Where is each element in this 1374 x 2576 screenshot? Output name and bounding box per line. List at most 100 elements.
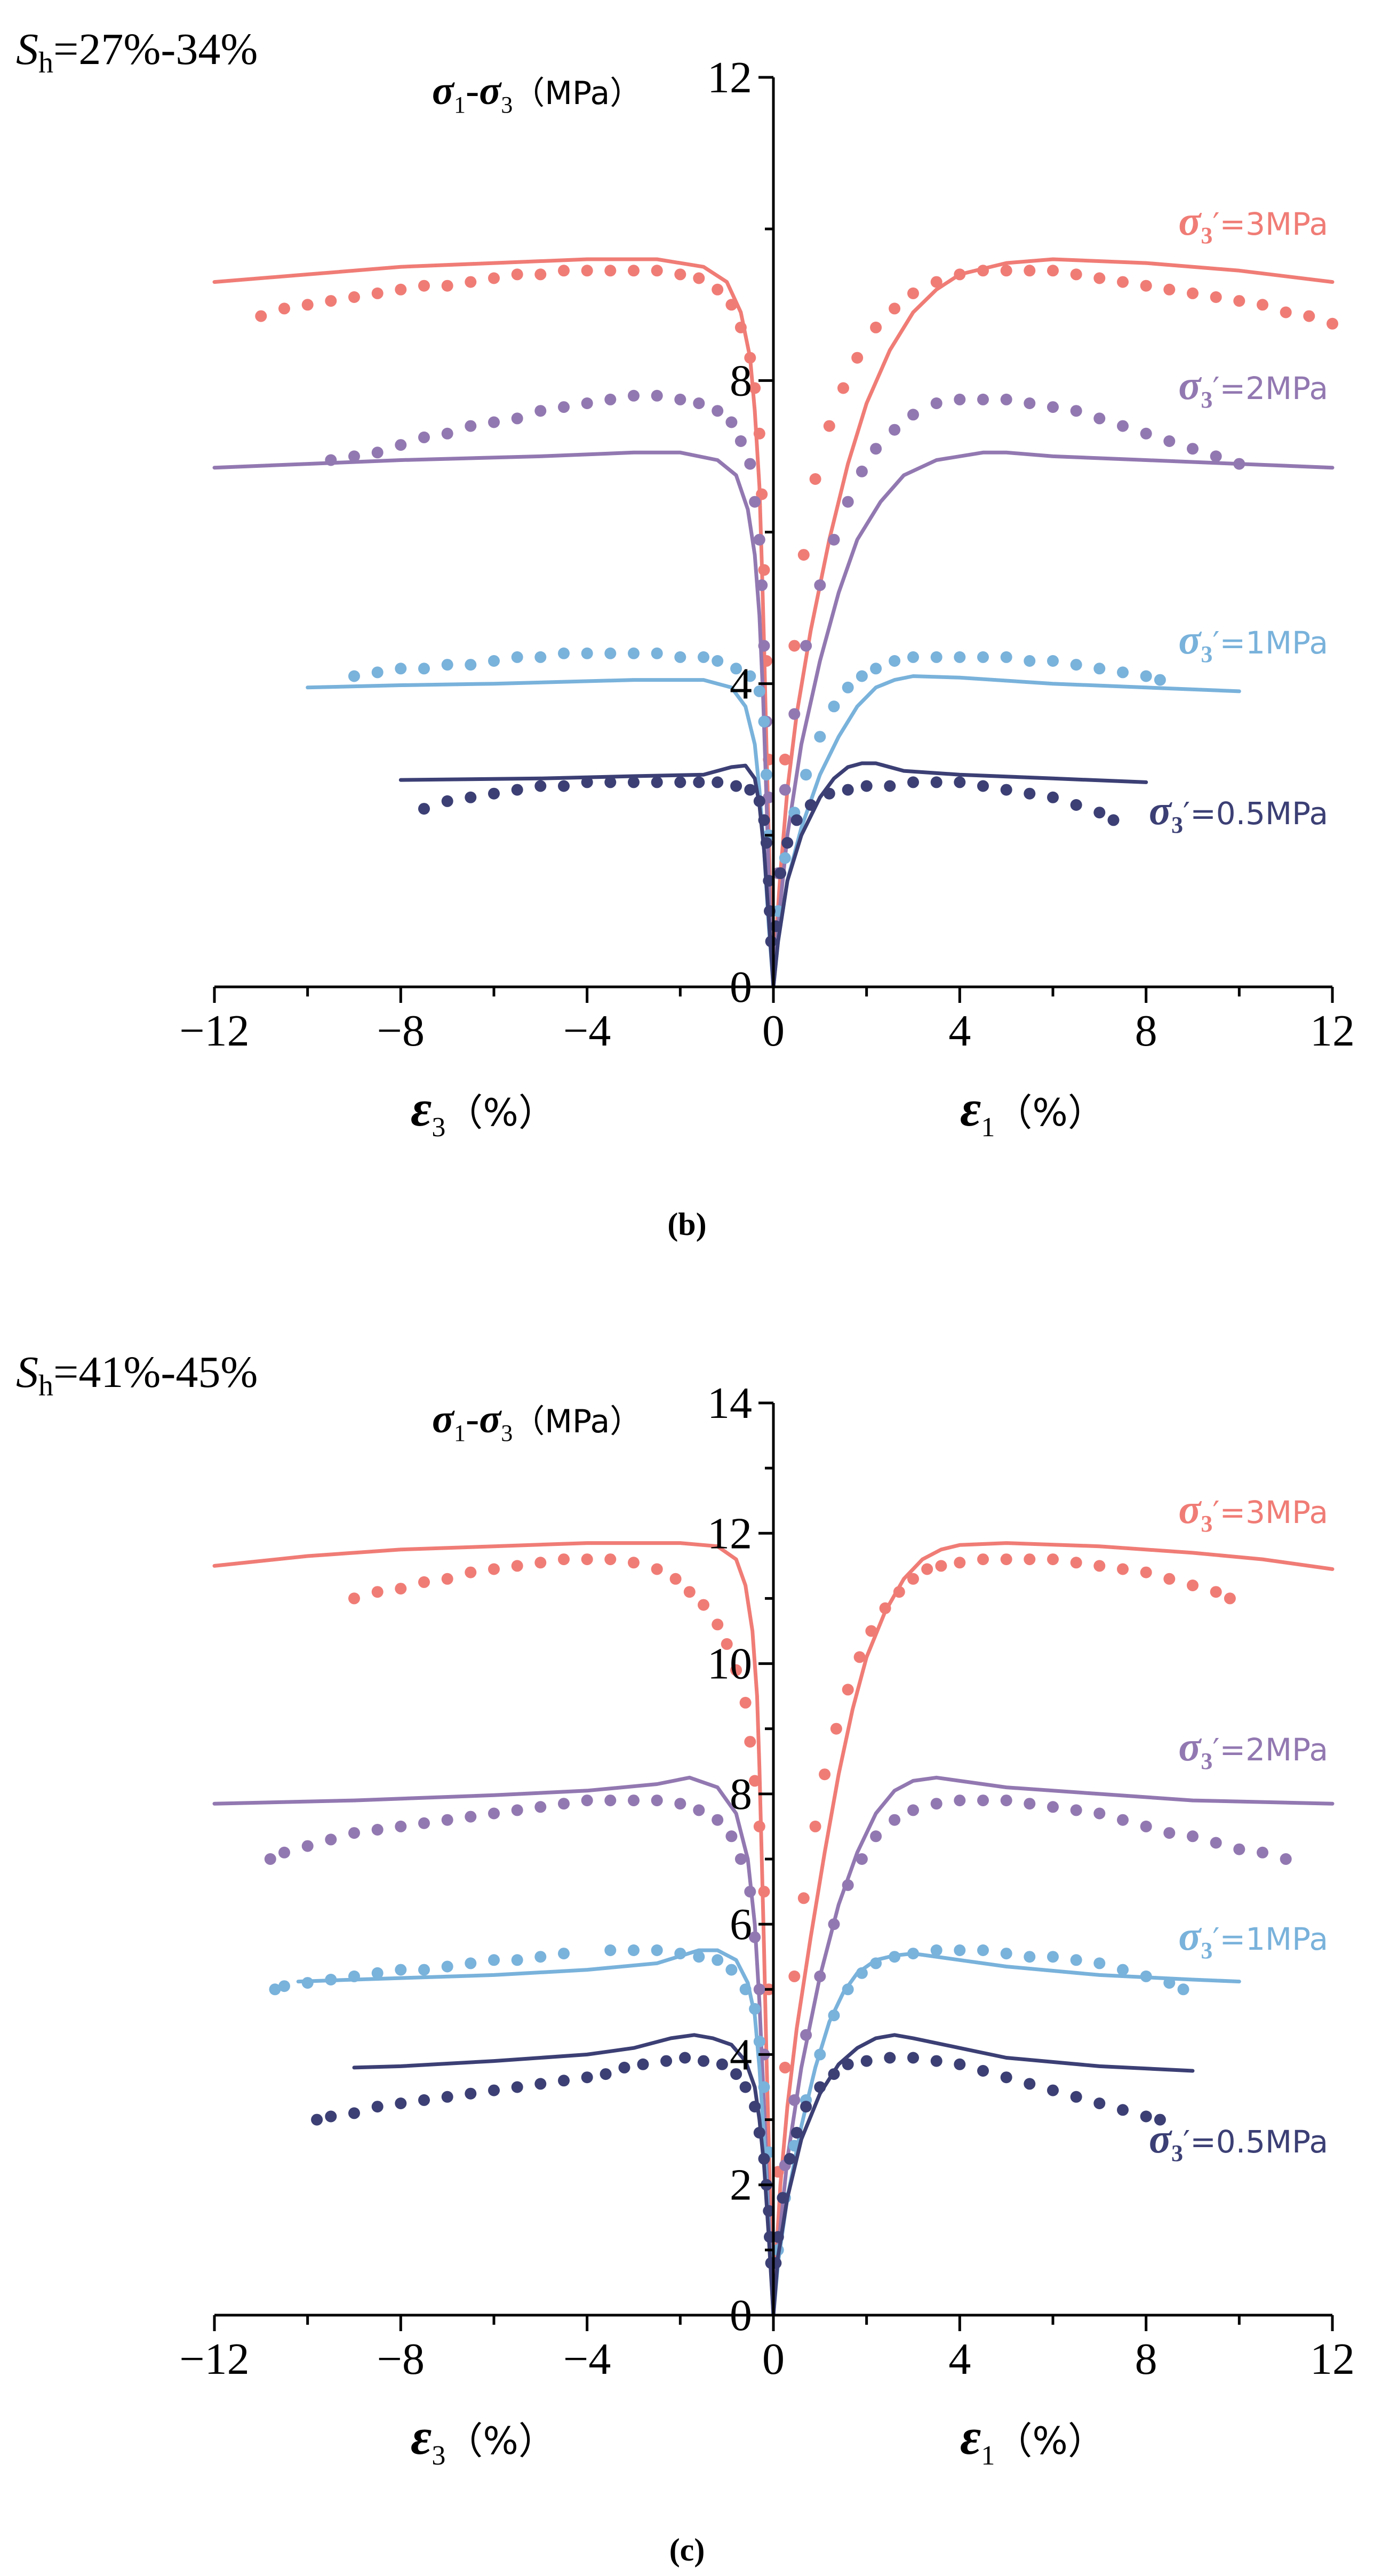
experimental-point [756,488,768,500]
experimental-point [797,1892,810,1904]
y-tick-label: 14 [707,1378,752,1428]
x-tick-label: 12 [1310,1006,1355,1056]
experimental-point [758,1886,770,1898]
experimental-point [511,1804,523,1816]
experimental-point [1224,1592,1236,1605]
experimental-point [600,2068,612,2080]
y-tick-label: 12 [707,1509,752,1558]
experimental-point [842,496,854,508]
experimental-point [712,655,724,667]
experimental-point [977,780,989,792]
experimental-point [790,814,803,826]
experimental-point [907,776,919,788]
experimental-point [1140,1566,1152,1578]
experimental-point [1000,2071,1012,2084]
experimental-point [907,1573,919,1585]
experimental-point [348,291,360,303]
experimental-point [930,397,942,409]
experimental-point [348,1827,360,1839]
experimental-point [725,1830,738,1843]
experimental-point [465,276,477,288]
experimental-point [758,2152,770,2165]
x-tick-label: −4 [563,1006,611,1056]
panel-caption: (b) [667,1207,706,1242]
experimental-point [674,776,686,788]
experimental-point [325,1833,337,1846]
experimental-point [534,405,547,417]
experimental-point [669,1573,682,1585]
series-label: σ3′=1MPa [1178,616,1328,667]
experimental-point [1210,1586,1222,1598]
experimental-point [488,787,500,800]
y-tick-label: 6 [730,1900,752,1949]
experimental-point [558,1798,570,1810]
experimental-point [693,272,705,284]
experimental-point [488,2084,500,2096]
experimental-point [651,389,663,402]
experimental-point [853,1651,866,1663]
y-tick-label: 12 [707,53,752,102]
experimental-point [804,799,817,811]
experimental-point [1210,291,1222,303]
experimental-point [753,533,765,546]
experimental-point [1280,306,1292,318]
experimental-point [1024,1951,1036,1963]
experimental-point [418,280,430,292]
simulation-curve-right [771,761,1148,989]
experimental-point [604,1795,617,1807]
experimental-point [534,651,547,663]
experimental-point [744,1736,756,1748]
experimental-point [1187,1830,1199,1843]
series-label: σ3′=2MPa [1178,1723,1328,1774]
experimental-point [777,2192,789,2204]
experimental-point [744,670,756,682]
experimental-point [779,852,791,864]
experimental-point [712,1954,724,1966]
experimental-point [581,1553,593,1566]
experimental-point [628,1944,640,1956]
experimental-point [760,769,772,781]
series-label: σ3′=1MPa [1178,1912,1328,1964]
experimental-point [842,681,854,693]
experimental-point [604,393,617,405]
experimental-point [558,1553,570,1566]
experimental-point [758,640,770,652]
experimental-point [441,280,453,292]
experimental-point [1000,393,1012,405]
experimental-point [534,780,547,792]
y-tick-label: 0 [730,962,752,1012]
experimental-point [348,2107,360,2119]
experimental-point [651,1563,663,1575]
series-b-3 [398,761,1148,989]
experimental-point [753,685,765,697]
experimental-point [441,1573,453,1585]
experimental-point [301,1977,314,1989]
experimental-point [753,795,765,807]
experimental-point [488,272,500,284]
experimental-point [325,1974,337,1985]
x-tick-label: 8 [1135,1006,1157,1056]
experimental-point [907,651,919,663]
y-tick-label: 0 [730,2291,752,2340]
experimental-point [790,2127,803,2139]
experimental-point [1117,1964,1129,1976]
experimental-point [465,1566,477,1578]
experimental-point [1163,435,1176,447]
experimental-point [581,2071,593,2084]
experimental-point [1070,1954,1082,1966]
experimental-point [954,268,966,281]
experimental-point [1107,814,1120,826]
experimental-point [814,1970,826,1982]
experimental-point [1047,1553,1059,1566]
experimental-point [441,1960,453,1973]
simulation-curve-left [212,450,776,989]
experimental-point [921,1563,933,1575]
experimental-point [465,791,477,803]
experimental-point [1070,2091,1082,2103]
experimental-point [1093,1560,1106,1572]
series-b-1 [212,389,1335,989]
experimental-point [930,1944,942,1956]
experimental-point [744,784,756,796]
experimental-point [758,564,770,576]
experimental-point [651,1944,663,1956]
